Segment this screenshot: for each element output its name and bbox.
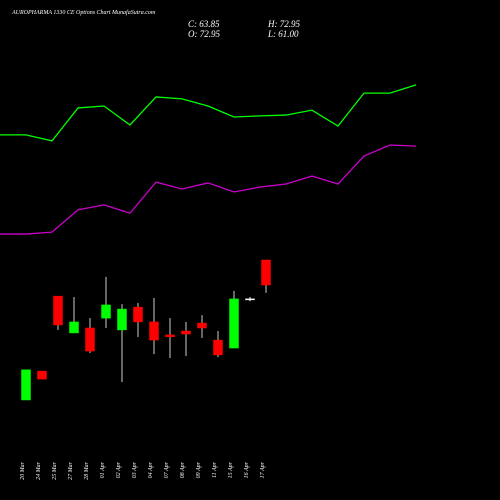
x-tick-label: 25 Mar — [52, 461, 58, 479]
stat: H: 72.95 — [267, 19, 300, 29]
candle-body — [149, 321, 159, 341]
candle-body — [181, 330, 191, 335]
candle-body — [37, 370, 47, 380]
candle-body — [53, 295, 63, 326]
candle-body — [85, 327, 95, 352]
x-tick-label: 15 Apr — [228, 461, 234, 478]
candle-body — [133, 306, 143, 323]
candle-body — [229, 298, 239, 349]
overlay-line — [0, 84, 417, 142]
x-tick-label: 03 Apr — [132, 461, 138, 478]
candle-body — [117, 308, 127, 331]
x-tick-label: 28 Mar — [84, 461, 90, 479]
x-tick-label: 11 Apr — [212, 461, 218, 478]
candle-body — [213, 339, 223, 356]
stat: C: 63.85 — [188, 19, 220, 29]
x-tick-label: 27 Mar — [68, 461, 74, 479]
candle-body — [197, 322, 207, 329]
x-tick-label: 07 Apr — [164, 461, 170, 478]
overlay-line — [0, 144, 417, 235]
candle-body — [69, 321, 79, 334]
candle-body — [261, 259, 271, 286]
x-tick-label: 08 Apr — [180, 461, 186, 478]
x-tick-label: 02 Apr — [116, 461, 122, 478]
candle-body — [245, 298, 255, 301]
x-tick-label: 09 Apr — [196, 461, 202, 478]
candle-body — [165, 334, 175, 338]
candle-body — [21, 369, 31, 401]
x-tick-label: 17 Apr — [260, 461, 266, 478]
x-tick-label: 16 Apr — [244, 461, 250, 478]
x-tick-label: 04 Apr — [147, 461, 154, 478]
chart-title: AUROPHARMA 1330 CE Options Chart MunafaS… — [11, 9, 156, 16]
candle-body — [101, 304, 111, 319]
stat: O: 72.95 — [188, 29, 220, 39]
x-tick-label: 24 Mar — [35, 461, 42, 479]
stat: L: 61.00 — [267, 29, 299, 39]
x-tick-label: 20 Mar — [20, 461, 26, 479]
x-tick-label: 01 Apr — [100, 461, 106, 478]
